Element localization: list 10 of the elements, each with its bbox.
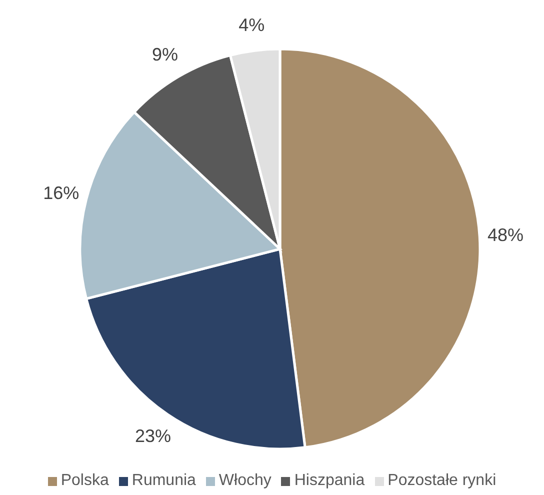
data-label: 9%	[152, 44, 178, 64]
data-label: 23%	[134, 426, 171, 446]
data-label: 4%	[238, 14, 265, 35]
data-label: 16%	[43, 182, 80, 203]
legend-label: Hiszpania	[294, 472, 365, 490]
legend-label: Pozostałe rynki	[388, 472, 496, 490]
legend-label: Włochy	[218, 472, 272, 490]
legend-label: Rumunia	[132, 472, 196, 490]
legend-label: Polska	[60, 472, 109, 490]
data-label: 48%	[488, 224, 524, 245]
